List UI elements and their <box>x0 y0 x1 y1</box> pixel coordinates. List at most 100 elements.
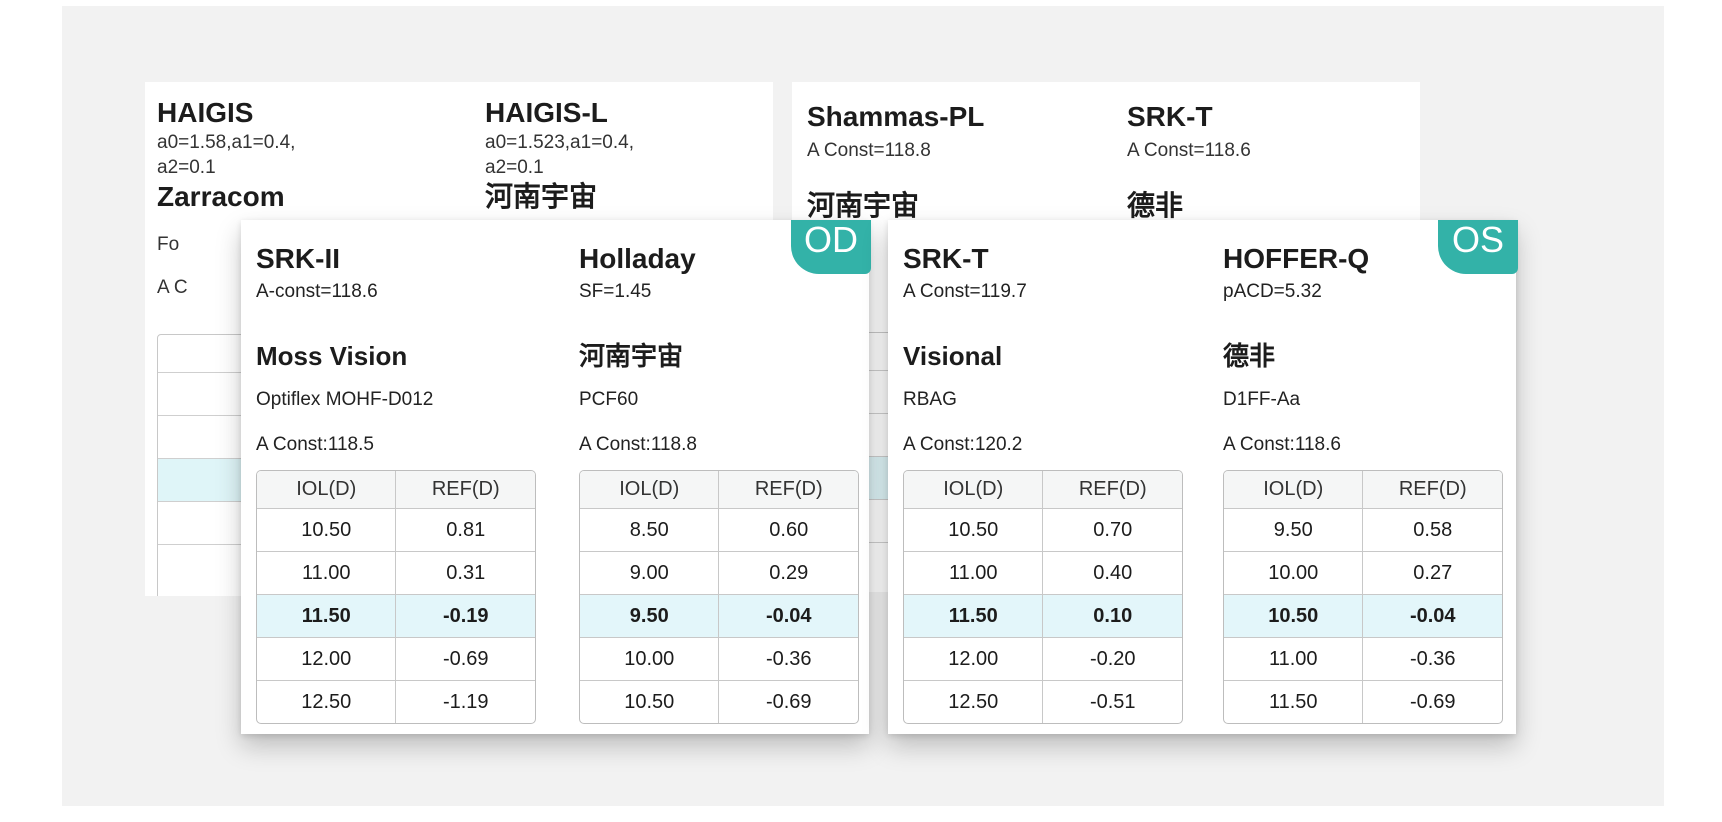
lens-a-const: A Const:118.6 <box>1223 434 1341 455</box>
formula-params: a0=1.523,a1=0.4, <box>485 132 634 153</box>
ref-cell: -0.04 <box>718 594 858 637</box>
lens-brand: Visional <box>903 341 1003 371</box>
formula-name: SRK-T <box>903 243 989 274</box>
table-row[interactable]: 10.00 0.27 <box>1224 551 1502 594</box>
iol-cell: 10.00 <box>580 637 719 680</box>
column-header-ref: REF(D) <box>395 471 535 508</box>
table-row[interactable]: 10.00 -0.36 <box>580 637 858 680</box>
brand-name: 河南宇宙 <box>485 181 598 212</box>
table-row[interactable]: 8.50 0.60 <box>580 508 858 551</box>
formula-name: Holladay <box>579 243 696 274</box>
lens-model: D1FF-Aa <box>1223 389 1301 410</box>
formula-name: HOFFER-Q <box>1223 243 1370 274</box>
iol-table: IOL(D) REF(D) 9.50 0.58 10.00 0.27 10.50 -0… <box>1223 470 1503 724</box>
iol-cell: 11.00 <box>257 551 396 594</box>
table-row[interactable]: 11.50 -0.69 <box>1224 680 1502 723</box>
table-row[interactable]: 12.50 -1.19 <box>257 680 535 723</box>
iol-cell: 11.50 <box>904 594 1043 637</box>
iol-cell: 10.50 <box>580 680 719 723</box>
table-row[interactable]: 11.00 0.31 <box>257 551 535 594</box>
ref-cell: -0.19 <box>395 594 535 637</box>
table-row[interactable]: 11.00 -0.36 <box>1224 637 1502 680</box>
formula-param: A Const=119.7 <box>903 281 1027 302</box>
eye-tag-od: OD <box>791 220 871 274</box>
iol-cell: 9.50 <box>1224 508 1363 551</box>
table-row[interactable]: 12.00 -0.69 <box>257 637 535 680</box>
ref-cell: -0.69 <box>1362 680 1502 723</box>
iol-table: IOL(D) REF(D) 8.50 0.60 9.00 0.29 9.50 -0.0… <box>579 470 859 724</box>
iol-card-od: OD SRK-II A-const=118.6 Moss Vision Opti… <box>241 220 871 734</box>
iol-cell: 12.00 <box>904 637 1043 680</box>
table-row[interactable]: 9.00 0.29 <box>580 551 858 594</box>
column-header-iol: IOL(D) <box>580 471 719 508</box>
iol-cell: 10.50 <box>1224 594 1363 637</box>
ref-cell: 0.40 <box>1042 551 1182 594</box>
lens-model: PCF60 <box>579 389 639 410</box>
column-header-iol: IOL(D) <box>257 471 396 508</box>
lens-brand: Moss Vision <box>256 341 408 371</box>
ref-cell: -0.20 <box>1042 637 1182 680</box>
iol-cell: 12.00 <box>257 637 396 680</box>
table-row[interactable]: 10.50 -0.69 <box>580 680 858 723</box>
table-row-selected[interactable]: 11.50 0.10 <box>904 594 1182 637</box>
ref-cell: -0.36 <box>1362 637 1502 680</box>
iol-table: IOL(D) REF(D) 10.50 0.81 11.00 0.31 11.50-… <box>256 470 536 724</box>
iol-cell: 11.00 <box>904 551 1043 594</box>
formula-param: A-const=118.6 <box>256 281 378 302</box>
brand-name: 德非 <box>1127 190 1184 221</box>
formula-name: HAIGIS-L <box>485 97 608 128</box>
iol-cell: 10.00 <box>1224 551 1363 594</box>
formula-name: Shammas-PL <box>807 101 985 132</box>
iol-cell: 11.50 <box>1224 680 1363 723</box>
iol-cell: 11.50 <box>257 594 396 637</box>
brand-name: 河南宇宙 <box>807 190 920 221</box>
formula-param: pACD=5.32 <box>1223 281 1322 302</box>
iol-table: IOL(D) REF(D) 10.50 0.70 11.00 0.40 11.50 0… <box>903 470 1183 724</box>
ref-cell: -0.51 <box>1042 680 1182 723</box>
lens-brand: 河南宇宙 <box>579 341 684 371</box>
table-row-selected[interactable]: 10.50 -0.04 <box>1224 594 1502 637</box>
table-row[interactable]: 10.50 0.70 <box>904 508 1182 551</box>
column-header-ref: REF(D) <box>1042 471 1182 508</box>
ref-cell: 0.81 <box>395 508 535 551</box>
ref-cell: 0.10 <box>1042 594 1182 637</box>
ref-cell: 0.29 <box>718 551 858 594</box>
a-const: A C <box>157 277 188 298</box>
iol-cell: 11.00 <box>1224 637 1363 680</box>
iol-cell: 9.00 <box>580 551 719 594</box>
column-header-ref: REF(D) <box>1362 471 1502 508</box>
table-row[interactable]: 10.50 0.81 <box>257 508 535 551</box>
lens-model: RBAG <box>903 389 957 410</box>
table-row[interactable]: 12.50 -0.51 <box>904 680 1182 723</box>
bg-col-srk-t: SRK-T A Const=118.6 德非 <box>1127 82 1407 223</box>
iol-cell: 10.50 <box>904 508 1043 551</box>
ref-cell: -0.69 <box>718 680 858 723</box>
column-header-iol: IOL(D) <box>904 471 1043 508</box>
table-row[interactable]: 11.00 0.40 <box>904 551 1182 594</box>
table-row[interactable]: 9.50 0.58 <box>1224 508 1502 551</box>
ref-cell: -0.36 <box>718 637 858 680</box>
iol-cell: 10.50 <box>257 508 396 551</box>
formula-name: SRK-II <box>256 243 340 274</box>
column-header-iol: IOL(D) <box>1224 471 1363 508</box>
column-header-ref: REF(D) <box>718 471 858 508</box>
lens-a-const: A Const:118.5 <box>256 434 374 455</box>
table-row[interactable]: 12.00 -0.20 <box>904 637 1182 680</box>
formula-name: HAIGIS <box>157 97 254 128</box>
ref-cell: 0.58 <box>1362 508 1502 551</box>
formula-params: a2=0.1 <box>485 157 544 178</box>
formula-name: SRK-T <box>1127 101 1213 132</box>
formula-params: A Const=118.6 <box>1127 140 1251 161</box>
iol-cell: 9.50 <box>580 594 719 637</box>
ref-cell: 0.70 <box>1042 508 1182 551</box>
formula-params: A Const=118.8 <box>807 140 931 161</box>
iol-cell: 8.50 <box>580 508 719 551</box>
ref-cell: -0.04 <box>1362 594 1502 637</box>
iol-cell: 12.50 <box>257 680 396 723</box>
model-name: Fo <box>157 234 180 255</box>
table-row-selected[interactable]: 9.50 -0.04 <box>580 594 858 637</box>
brand-name: Zarracom <box>157 181 285 212</box>
formula-params: a0=1.58,a1=0.4, <box>157 132 296 153</box>
table-row-selected[interactable]: 11.50 -0.19 <box>257 594 535 637</box>
formula-param: SF=1.45 <box>579 281 652 302</box>
